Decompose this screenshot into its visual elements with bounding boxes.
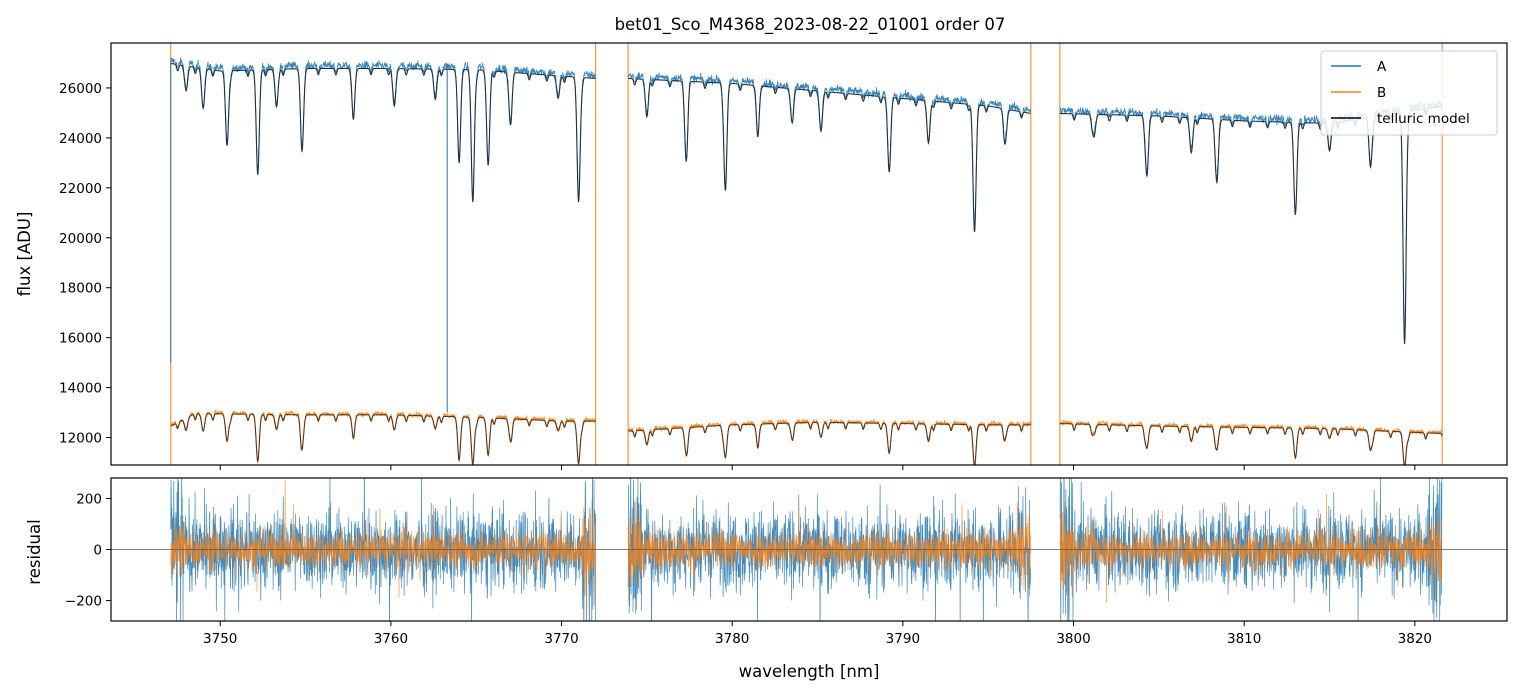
residual-y-tick-label: 0: [93, 543, 102, 559]
residual-y-tick-label: −200: [65, 594, 102, 610]
legend-box: [1320, 50, 1498, 136]
residual-b-line: [627, 499, 1031, 602]
legend-label-telluric-model: telluric model: [1377, 111, 1470, 127]
flux-y-tick-label: 14000: [59, 381, 102, 397]
wavelength-x-tick-label: 3800: [1056, 631, 1090, 647]
telluric-model-line: [1059, 423, 1443, 465]
wavelength-x-tick-label: 3790: [886, 631, 920, 647]
legend: A B telluric model: [1320, 50, 1498, 136]
flux-y-tick-label: 12000: [59, 431, 102, 447]
flux-y-tick-label: 22000: [59, 181, 102, 197]
flux-y-tick-label: 16000: [59, 331, 102, 347]
flux-y-tick-label: 26000: [59, 81, 102, 97]
residual-b-line: [1059, 493, 1443, 603]
wavelength-x-tick-label: 3810: [1227, 631, 1261, 647]
telluric-model-line: [628, 77, 1031, 233]
chart-title: bet01_Sco_M4368_2023-08-22_01001 order 0…: [615, 15, 1006, 35]
flux-y-axis-label: flux [ADU]: [15, 212, 34, 297]
series-a-line: [627, 72, 1032, 228]
residual-y-tick-label: 200: [76, 491, 102, 507]
telluric-model-line: [170, 413, 596, 465]
flux-y-tick-label: 20000: [59, 231, 102, 247]
flux-y-tick-label: 24000: [59, 131, 102, 147]
wavelength-x-tick-label: 3760: [374, 631, 408, 647]
flux-panel: 12000 14000 16000 18000 20000 22000 24000 26000…: [15, 42, 1508, 470]
wavelength-x-tick-label: 3750: [203, 631, 237, 647]
flux-axes-frame: [110, 42, 1508, 466]
telluric-model-line: [628, 421, 1031, 465]
legend-label-b: B: [1377, 85, 1386, 101]
residual-panel: −200 0 200 3750 3760 3770 3780 3790 3800 3810 382…: [25, 477, 1508, 681]
wavelength-x-tick-label: 3780: [715, 631, 749, 647]
residual-y-axis-label: residual: [25, 519, 44, 584]
flux-y-tick-label: 18000: [59, 281, 102, 297]
wavelength-x-axis-label: wavelength [nm]: [739, 662, 880, 681]
series-a-line: [170, 57, 596, 201]
wavelength-x-tick-label: 3820: [1398, 631, 1432, 647]
wavelength-x-tick-label: 3770: [544, 631, 578, 647]
legend-label-a: A: [1377, 59, 1387, 75]
telluric-model-line: [170, 62, 596, 203]
